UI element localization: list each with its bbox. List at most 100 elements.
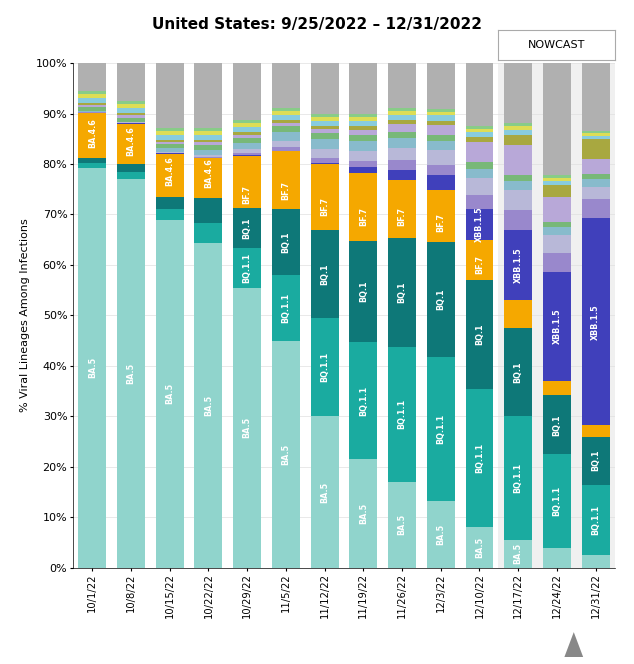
Text: BF.7: BF.7 [475,256,484,274]
Bar [465,63,493,125]
Bar [233,153,261,155]
Text: BF.7: BF.7 [281,181,290,200]
Bar [427,501,455,568]
Bar [581,159,609,174]
Bar [465,132,493,137]
Bar [156,144,184,148]
Bar [465,527,493,568]
Text: XBB.1.5: XBB.1.5 [475,207,484,242]
Text: BA.5: BA.5 [243,417,252,438]
Text: BF.7: BF.7 [436,213,445,232]
Bar [311,117,339,121]
Bar [195,135,223,139]
Bar [117,113,145,115]
Text: BQ.1.1: BQ.1.1 [436,414,445,444]
Bar [465,142,493,163]
Bar [543,548,571,568]
Bar [349,114,377,118]
Bar [388,124,416,131]
Text: BA.5: BA.5 [281,444,290,465]
Bar [504,129,532,135]
Bar [504,308,532,328]
Text: BA.4.6: BA.4.6 [127,126,136,156]
Text: BF.7: BF.7 [359,207,368,226]
Bar [311,125,339,129]
Bar [79,63,107,90]
Bar [272,147,300,151]
Bar [581,437,609,485]
Bar [427,175,455,191]
Bar [504,540,532,568]
Text: BA.4.6: BA.4.6 [165,157,174,187]
Text: BA.5: BA.5 [320,481,329,503]
Bar [117,179,145,568]
Bar [581,63,609,131]
Bar [195,158,223,188]
Bar [504,181,532,191]
Bar [427,165,455,175]
Bar [388,238,416,347]
Bar [427,242,455,357]
Text: BQ.1.1: BQ.1.1 [281,293,290,323]
Bar [388,481,416,568]
Text: BA.5: BA.5 [127,363,136,384]
Bar [349,118,377,121]
Bar [117,63,145,101]
Bar [79,94,107,98]
Text: BQ.1.1: BQ.1.1 [552,486,561,517]
Bar [117,104,145,108]
Bar [117,115,145,118]
Bar [427,191,455,203]
Bar [388,195,416,238]
Text: United States: 9/25/2022 – 12/31/2022: United States: 9/25/2022 – 12/31/2022 [152,17,482,33]
Bar [465,163,493,169]
Bar [79,153,107,158]
Bar [233,155,261,181]
Bar [427,357,455,501]
Text: BF.7: BF.7 [398,207,406,226]
Bar [233,120,261,123]
Bar [543,181,571,185]
Y-axis label: % Viral Lineages Among Infections: % Viral Lineages Among Infections [20,218,30,412]
Bar [195,141,223,145]
Bar [233,63,261,120]
Bar [465,195,493,209]
Text: BQ.1.1: BQ.1.1 [359,386,368,416]
Bar [195,223,223,243]
Bar [465,280,493,388]
Bar [272,108,300,111]
Text: BQ.1: BQ.1 [320,263,329,284]
Bar [465,250,493,280]
Bar [388,137,416,148]
Bar [465,125,493,129]
Bar [388,115,416,120]
Bar [504,328,532,416]
Bar [272,141,300,147]
Bar [543,175,571,178]
Bar [233,143,261,149]
Bar [543,380,571,386]
Text: BA.5: BA.5 [398,514,406,535]
Bar [465,129,493,132]
Bar [465,178,493,195]
Bar [79,98,107,102]
Text: BF.7: BF.7 [243,185,252,204]
Text: BQ.1: BQ.1 [398,282,406,303]
Bar [581,425,609,429]
Text: BA.4.6: BA.4.6 [87,118,97,148]
Bar [311,129,339,133]
Bar [156,197,184,209]
Bar [349,63,377,114]
Bar [272,111,300,115]
Bar [195,188,223,198]
Bar [156,220,184,568]
Bar [233,127,261,132]
Bar [427,203,455,242]
Bar [79,168,107,568]
Bar [311,164,339,184]
Bar [543,454,571,548]
Bar [504,145,532,175]
Bar [117,108,145,113]
Bar [349,241,377,342]
Bar [504,230,532,300]
